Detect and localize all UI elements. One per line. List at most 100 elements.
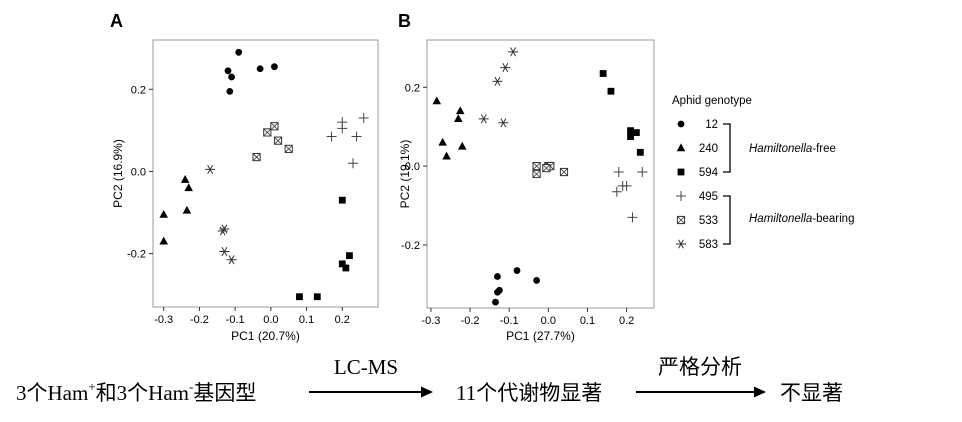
point-495 (627, 212, 638, 223)
legend-group-free-suffix: -free (812, 143, 836, 155)
x-tick-label: 0.2 (619, 315, 634, 327)
y-tick-label: 0.0 (405, 161, 420, 173)
point-12 (533, 277, 540, 284)
flow-arrow-2-head (754, 386, 766, 398)
point-583 (226, 255, 237, 265)
x-tick-label: -0.3 (154, 314, 173, 326)
legend-group-free-italic: Hamiltonella (749, 143, 812, 155)
panel-a-y-axis-title: PC2 (16.9%) (111, 139, 125, 208)
point-594 (636, 148, 644, 156)
legend-label-583: 583 (699, 239, 718, 251)
point-594 (627, 127, 634, 135)
point-240 (457, 141, 467, 150)
legend-bracket-free (723, 123, 731, 173)
flow-step-2: 11个代谢物显著 (456, 381, 602, 405)
x-tick-label: -0.1 (226, 314, 245, 326)
x-tick-label: 0.2 (335, 314, 350, 326)
point-594 (342, 264, 350, 272)
point-495 (358, 113, 369, 124)
flow-step-3: 不显著 (780, 381, 843, 405)
point-583 (217, 226, 228, 236)
flow-arrow-1-label: LC-MS (334, 355, 398, 379)
flow-arrow-1-head (421, 386, 433, 398)
point-583 (492, 76, 503, 86)
point-12 (226, 87, 234, 95)
point-594 (338, 260, 346, 268)
point-583 (478, 114, 489, 124)
legend: Aphid genotype 12 240 594 495 533 583 Hamilto… (672, 95, 854, 251)
point-533 (532, 169, 541, 179)
panel-a-x-axis-title: PC1 (20.7%) (231, 329, 300, 343)
point-533 (263, 128, 272, 137)
legend-label-240: 240 (699, 143, 718, 155)
panel-a: A -0.3 -0.2 -0.1 0.0 0.1 0.2 -0.2 0.0 0.2 PC1 (2… (110, 11, 379, 343)
point-495 (351, 131, 362, 142)
flow-step-1-c: 基因型 (193, 381, 256, 405)
point-12 (492, 298, 499, 306)
panel-b-x-axis-title: PC1 (27.7%) (506, 329, 575, 343)
point-583 (205, 164, 216, 174)
point-583 (498, 118, 509, 128)
x-tick-label: -0.2 (461, 315, 480, 327)
point-594 (346, 252, 353, 260)
point-495 (348, 158, 358, 169)
point-240 (159, 236, 169, 245)
point-12 (513, 267, 521, 274)
point-240 (442, 151, 451, 160)
legend-group-bearing-suffix: -bearing (812, 213, 854, 225)
panel-b-axes: -0.3 -0.2 -0.1 0.0 0.1 0.2 -0.2 0.0 0.2 (401, 82, 634, 327)
y-tick-label: 0.2 (131, 84, 146, 96)
point-12 (494, 288, 501, 296)
point-12 (256, 65, 264, 73)
panel-b: B -0.3 -0.2 -0.1 0.0 0.1 0.2 -0.2 0.0 0.2 PC1 (2… (398, 11, 655, 343)
point-495 (337, 123, 348, 134)
point-495 (326, 131, 337, 142)
legend-title: Aphid genotype (672, 95, 752, 107)
legend-marker-12 (677, 120, 685, 128)
point-533 (273, 136, 283, 145)
point-583 (508, 47, 519, 57)
point-594 (607, 87, 615, 95)
y-tick-label: 0.2 (405, 82, 420, 94)
point-594 (296, 293, 303, 301)
legend-group-bearing-italic: Hamiltonella (749, 213, 812, 225)
point-533 (252, 152, 261, 162)
point-12 (228, 73, 235, 81)
point-594 (599, 70, 607, 77)
legend-label-495: 495 (699, 191, 718, 203)
legend-marker-594 (677, 168, 685, 176)
point-583 (500, 63, 511, 73)
legend-marker-533 (676, 215, 686, 225)
point-594 (338, 196, 346, 204)
point-594 (313, 293, 321, 301)
x-tick-label: 0.0 (541, 315, 556, 327)
panel-b-points (432, 47, 648, 306)
point-533 (284, 144, 293, 153)
point-533 (542, 163, 551, 173)
legend-label-594: 594 (699, 167, 719, 179)
panel-a-axes: -0.3 -0.2 -0.1 0.0 0.1 0.2 -0.2 0.0 0.2 (127, 84, 350, 326)
point-240 (438, 137, 447, 146)
point-594 (627, 133, 634, 140)
flow-diagram: 3个Ham+和3个Ham-基因型 LC-MS 11个代谢物显著 严格分析 不显著 (16, 355, 843, 405)
y-tick-label: -0.2 (401, 240, 420, 252)
flow-step-1-sup: + (88, 379, 95, 394)
point-533 (532, 162, 541, 171)
x-tick-label: 0.1 (299, 314, 314, 326)
point-240 (182, 205, 192, 214)
point-495 (613, 167, 624, 178)
x-tick-label: -0.2 (190, 314, 209, 326)
point-240 (455, 106, 465, 115)
y-tick-label: 0.0 (131, 166, 146, 178)
point-240 (432, 96, 442, 105)
point-594 (632, 129, 640, 137)
x-tick-label: -0.3 (421, 315, 440, 327)
flow-arrow-2-label: 严格分析 (658, 355, 742, 379)
panel-b-letter: B (398, 11, 411, 31)
x-tick-label: -0.1 (500, 315, 519, 327)
panel-b-y-axis-title: PC2 (19.1%) (398, 140, 412, 209)
x-tick-label: 0.0 (263, 314, 278, 326)
legend-group-bearing-label: Hamiltonella-bearing (749, 213, 854, 225)
point-240 (184, 183, 194, 192)
